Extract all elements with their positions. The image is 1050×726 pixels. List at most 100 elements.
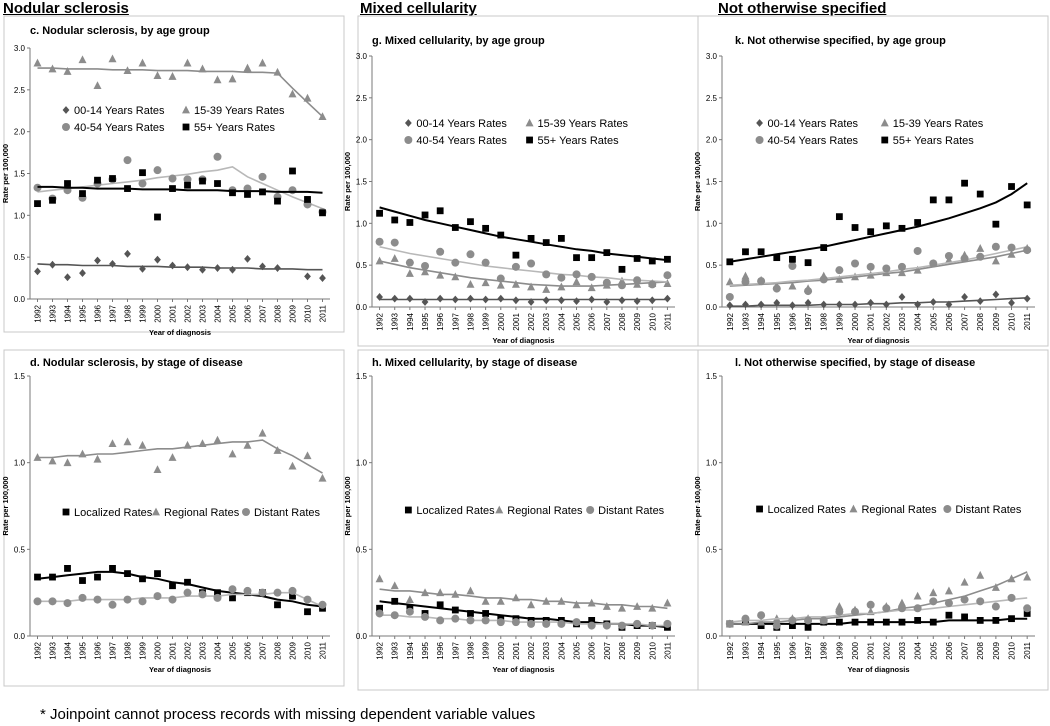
data-point: [835, 274, 844, 283]
data-point: [154, 255, 161, 264]
data-point: [421, 612, 430, 621]
data-point: [511, 262, 520, 271]
x-tick-label: 2003: [542, 641, 551, 659]
x-tick-label: 2005: [573, 312, 582, 330]
data-point: [169, 185, 176, 192]
x-tick-label: 2001: [867, 641, 876, 659]
data-point: [1008, 183, 1015, 190]
data-point: [124, 570, 131, 577]
x-tick-label: 2008: [976, 312, 985, 330]
trend-line: [37, 185, 323, 194]
data-point: [274, 601, 281, 609]
data-point: [466, 250, 475, 259]
data-point: [124, 249, 131, 258]
data-point: [288, 186, 297, 195]
y-tick-label: 0.0: [14, 295, 26, 304]
data-point: [664, 255, 671, 263]
data-point: [1008, 298, 1015, 307]
data-point: [602, 278, 611, 287]
data-point: [64, 180, 71, 187]
x-tick-label: 1995: [421, 641, 430, 659]
x-tick-label: 2007: [259, 641, 268, 659]
x-tick-label: 2001: [169, 304, 178, 322]
data-point: [976, 617, 984, 624]
data-point: [289, 167, 296, 175]
data-point: [78, 449, 87, 458]
data-point: [228, 585, 237, 594]
data-point: [304, 196, 311, 203]
data-point: [557, 273, 566, 282]
data-point: [214, 180, 221, 187]
x-tick-label: 2007: [603, 312, 612, 330]
chart-panel-5: l. Not otherwise specified, by stage of …: [693, 349, 1049, 691]
data-point: [168, 72, 177, 80]
data-point: [421, 298, 429, 306]
trend-line: [37, 165, 323, 210]
legend: 00-14 Years Rates 15-39 Years Rates 40-54 …: [755, 118, 984, 147]
data-point: [633, 255, 641, 262]
x-tick-label: 2011: [663, 312, 672, 330]
x-tick-label: 2000: [154, 641, 163, 659]
y-tick-label: 0.0: [356, 632, 368, 641]
data-point: [138, 179, 147, 188]
data-point: [213, 593, 222, 602]
data-point: [391, 294, 399, 303]
series-2: [33, 585, 327, 609]
data-point: [48, 597, 57, 606]
data-point: [496, 280, 505, 289]
data-point: [243, 63, 252, 72]
x-tick-label: 2003: [898, 641, 907, 659]
data-point: [741, 277, 750, 286]
legend-marker: [881, 136, 889, 144]
x-tick-label: 1994: [757, 312, 766, 330]
legend-marker: [404, 136, 413, 144]
data-point: [573, 297, 580, 306]
legend-label: 00-14 Years Rates: [416, 118, 507, 130]
data-point: [49, 573, 56, 581]
x-tick-label: 2004: [914, 312, 923, 330]
legend-label: 15-39 Years Rates: [893, 118, 984, 130]
y-tick-label: 1.0: [356, 459, 368, 468]
data-point: [376, 293, 383, 301]
x-tick-label: 2006: [244, 641, 253, 659]
data-point: [139, 264, 146, 273]
series-1: [33, 428, 327, 482]
data-point: [898, 224, 906, 232]
data-point: [867, 228, 875, 236]
data-point: [213, 75, 222, 84]
x-tick-label: 1998: [124, 641, 133, 659]
data-point: [835, 266, 844, 275]
x-tick-label: 1994: [64, 304, 73, 322]
x-tick-label: 2006: [244, 304, 253, 322]
data-point: [496, 274, 505, 283]
data-point: [93, 454, 102, 463]
data-point: [851, 607, 860, 616]
legend-label: Localized Rates: [74, 507, 153, 519]
data-point: [757, 300, 765, 309]
data-point: [304, 608, 311, 616]
data-point: [421, 588, 430, 597]
series-0: [376, 597, 671, 631]
x-tick-label: 1993: [49, 304, 58, 322]
x-tick-label: 2003: [199, 304, 208, 322]
x-tick-label: 1992: [34, 304, 43, 322]
data-point: [467, 218, 474, 226]
x-tick-label: 1997: [451, 312, 460, 330]
data-point: [184, 181, 191, 189]
data-point: [123, 156, 132, 165]
data-point: [497, 294, 505, 303]
y-axis-label: Rate per 100,000: [343, 476, 352, 535]
legend-label: Distant Rates: [598, 505, 665, 517]
data-point: [961, 613, 968, 621]
data-point: [757, 248, 765, 256]
data-point: [945, 196, 953, 204]
chart-panel-0: c. Nodular sclerosis, by age group 0.0 0.5…: [1, 15, 345, 337]
series-3: [376, 206, 671, 273]
data-point: [835, 213, 843, 221]
legend-label: 00-14 Years Rates: [768, 118, 859, 130]
data-point: [929, 597, 938, 606]
legend-label: 40-54 Years Rates: [416, 135, 507, 147]
data-point: [603, 249, 611, 257]
data-point: [288, 586, 297, 595]
data-point: [154, 570, 161, 577]
